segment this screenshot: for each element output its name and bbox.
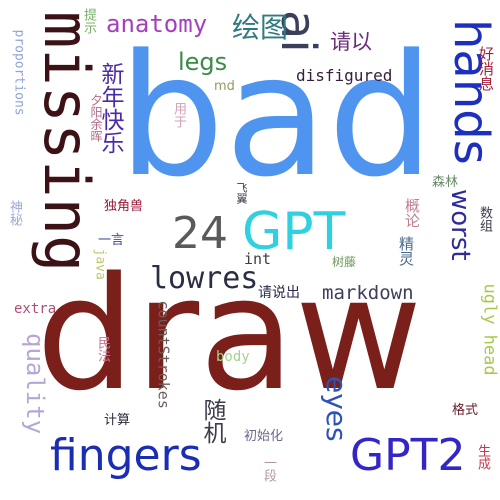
word-jisuan: 计算	[104, 413, 131, 428]
word-quality: quality	[21, 333, 49, 435]
word-shuteng: 树藤	[332, 255, 357, 269]
word-anatomy: anatomy	[106, 10, 208, 38]
word-gailun: 概论	[403, 198, 421, 228]
word-shenmi: 神秘	[7, 200, 22, 226]
word-legs: legs	[178, 48, 228, 76]
word-chushihua: 初始化	[244, 429, 284, 444]
word-extra: extra	[14, 301, 57, 317]
word-markdown: markdown	[322, 282, 414, 304]
word-countStrokes: countStrokes	[154, 300, 173, 409]
word-xiyang: 夕阳余晖	[89, 94, 103, 142]
word-GPT: GPT	[242, 202, 346, 262]
word-feiyi: 飞翼	[235, 182, 248, 204]
word-shengcheng: 生成	[475, 444, 490, 470]
word-yiyan: 一言	[98, 233, 125, 248]
word-int: int	[244, 250, 272, 268]
word-GPT2: GPT2	[350, 430, 466, 481]
word-disfigured: disfigured	[296, 66, 393, 85]
word-qingshuochu: 请说出	[258, 285, 300, 301]
word-fingers: fingers	[50, 430, 202, 481]
word-lowres: lowres	[150, 261, 259, 296]
word-dujiaoshou: 独角兽	[104, 199, 144, 214]
word-bad: bad	[118, 18, 435, 214]
word-xinnian: 新年快乐	[97, 62, 123, 154]
word-draw: draw	[36, 243, 423, 425]
word-proportions: proportions	[11, 29, 27, 116]
word-yiduan: 一段	[261, 456, 276, 482]
word-senlin: 森林	[432, 175, 459, 190]
word-suiji: 随机	[199, 398, 225, 444]
word-worst: worst	[445, 189, 475, 261]
word-java: java	[92, 248, 108, 280]
word-shuzu: 数组	[477, 206, 492, 232]
word-qingyi: 请以	[330, 30, 372, 54]
word-ugly-head: ugly head	[479, 283, 500, 376]
word-yongyu: 用于	[171, 102, 186, 128]
word-minfa: 民法	[95, 336, 110, 362]
word-tishi: 提示	[81, 8, 96, 34]
word-eyes: eyes	[320, 376, 353, 442]
word-hands: hands	[443, 19, 499, 165]
word-huitu: 绘图	[232, 11, 289, 44]
word-haoxiaoxi: 好消息	[477, 46, 495, 91]
word-geshi: 格式	[452, 403, 479, 418]
word-missing: missing	[30, 11, 103, 273]
word-24: 24	[172, 208, 228, 259]
word-jingling: 精灵	[397, 236, 415, 266]
word-body: body	[216, 349, 250, 365]
word-md: md	[214, 79, 235, 94]
